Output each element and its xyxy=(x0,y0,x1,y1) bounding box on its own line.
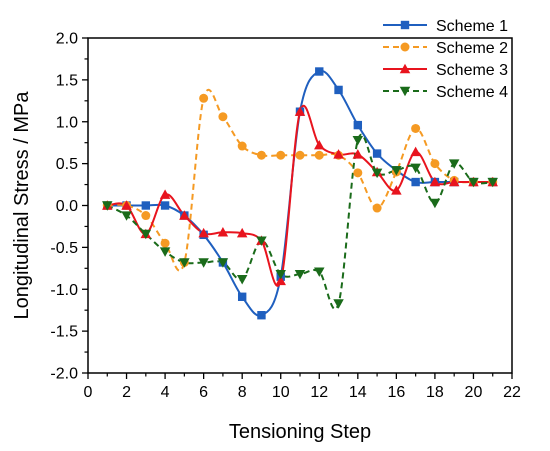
scheme-3-line xyxy=(107,104,493,287)
legend-marker-scheme-4 xyxy=(399,86,411,97)
x-tick-label: 14 xyxy=(349,384,367,401)
scheme-2-point xyxy=(256,150,266,160)
y-tick-label: 1.0 xyxy=(56,114,78,131)
scheme-3-point xyxy=(179,210,190,220)
scheme-3-point xyxy=(333,149,344,159)
scheme-2-point xyxy=(314,150,324,160)
scheme-2-point xyxy=(160,238,170,248)
scheme-1-point xyxy=(353,120,363,130)
scheme-3-point xyxy=(410,146,421,157)
scheme-3-point xyxy=(275,275,286,286)
scheme-2-point xyxy=(199,93,209,103)
scheme-1-point xyxy=(411,177,420,187)
scheme-1-point xyxy=(257,311,266,320)
scheme-4-line xyxy=(106,133,493,310)
scheme-3-point xyxy=(159,189,171,199)
scheme-4-point xyxy=(333,299,344,309)
scheme-4-point xyxy=(468,177,479,188)
scheme-4-point xyxy=(236,275,248,285)
scheme-4-point xyxy=(371,168,383,179)
scheme-4-point xyxy=(121,211,132,221)
scheme-1-point xyxy=(372,149,382,158)
scheme-1-point xyxy=(160,201,170,210)
scheme-2-point xyxy=(411,123,421,133)
legend-label-scheme-3: Scheme 3 xyxy=(436,62,508,79)
x-tick-label: 8 xyxy=(238,384,247,401)
scheme-3-point xyxy=(294,106,306,116)
legend-label-scheme-1: Scheme 1 xyxy=(436,18,508,35)
scheme-4-point xyxy=(275,269,286,280)
legend-marker-scheme-3 xyxy=(399,63,411,74)
scheme-2-point xyxy=(237,141,247,151)
scheme-3-point xyxy=(121,200,132,210)
x-tick-label: 18 xyxy=(426,384,444,401)
scheme-4-point xyxy=(314,267,325,277)
legend-label-scheme-2: Scheme 2 xyxy=(436,40,508,57)
legend-label-scheme-4: Scheme 4 xyxy=(436,84,508,101)
y-tick-label: -1.0 xyxy=(50,282,78,299)
scheme-2-point xyxy=(430,159,440,169)
scheme-1-point xyxy=(334,85,343,95)
scheme-3-point xyxy=(314,139,325,150)
scheme-2-point xyxy=(141,211,151,221)
scheme-4-point xyxy=(179,258,190,268)
x-tick-label: 2 xyxy=(122,384,131,401)
legend-marker-scheme-1 xyxy=(400,20,410,30)
scheme-1-point xyxy=(141,201,151,210)
y-tick-label: 1.5 xyxy=(56,72,78,89)
scheme-2-point xyxy=(276,150,286,160)
scheme-2-point xyxy=(372,203,382,213)
series-lines xyxy=(106,69,493,317)
scheme-3-point xyxy=(352,149,364,159)
scheme-4-point xyxy=(410,163,421,174)
series-markers xyxy=(102,67,498,320)
y-tick-label: 0.5 xyxy=(56,156,78,173)
scheme-4-point xyxy=(102,201,113,211)
scheme-1-point xyxy=(237,292,247,301)
scheme-2-point xyxy=(295,150,305,160)
scheme-4-point xyxy=(352,135,364,146)
y-tick-label: -0.5 xyxy=(50,240,78,257)
scheme-4-point xyxy=(487,177,498,188)
scheme-4-point xyxy=(198,258,209,268)
y-tick-label: 2.0 xyxy=(56,31,78,48)
x-tick-label: 12 xyxy=(310,384,328,401)
scheme-3-point xyxy=(217,227,229,237)
scheme-3-point xyxy=(198,227,209,238)
y-axis-title: Longitudinal Stress / MPa xyxy=(11,91,33,320)
scheme-3-point xyxy=(236,227,248,238)
x-tick-label: 20 xyxy=(465,384,483,401)
scheme-1-point xyxy=(315,67,324,76)
legend-marker-scheme-2 xyxy=(400,42,410,52)
scheme-4-point xyxy=(294,269,306,280)
scheme-3-point xyxy=(429,176,441,187)
x-axis-title: Tensioning Step xyxy=(229,421,371,443)
scheme-4-point xyxy=(448,159,460,169)
x-tick-label: 4 xyxy=(161,384,170,401)
y-tick-label: -1.5 xyxy=(50,324,78,341)
axis-ticks: 0 2 4 6 8 10 12 14 16 18 20 22 -2.0 -1.5 -1.0 -0.5 0.0 0.… xyxy=(50,31,521,402)
scheme-3-point xyxy=(448,176,460,187)
y-tick-label: 0.0 xyxy=(56,198,78,215)
scheme-4-point xyxy=(159,247,171,257)
x-tick-label: 22 xyxy=(503,384,521,401)
scheme-2-point xyxy=(353,168,363,178)
scheme-4-point xyxy=(217,258,229,268)
x-tick-label: 0 xyxy=(84,384,93,401)
legend: Scheme 1 Scheme 2 Scheme 3 Scheme 4 xyxy=(383,18,508,101)
scheme-4-point xyxy=(429,198,441,209)
x-tick-label: 16 xyxy=(387,384,405,401)
scheme-4-point xyxy=(256,236,267,246)
scheme-3-point xyxy=(391,185,402,195)
x-tick-label: 10 xyxy=(272,384,290,401)
scheme-4-point xyxy=(140,229,152,240)
scheme-4-point xyxy=(391,166,402,176)
x-tick-label: 6 xyxy=(199,384,208,401)
y-tick-label: -2.0 xyxy=(50,366,78,383)
scheme-2-point xyxy=(218,112,228,122)
